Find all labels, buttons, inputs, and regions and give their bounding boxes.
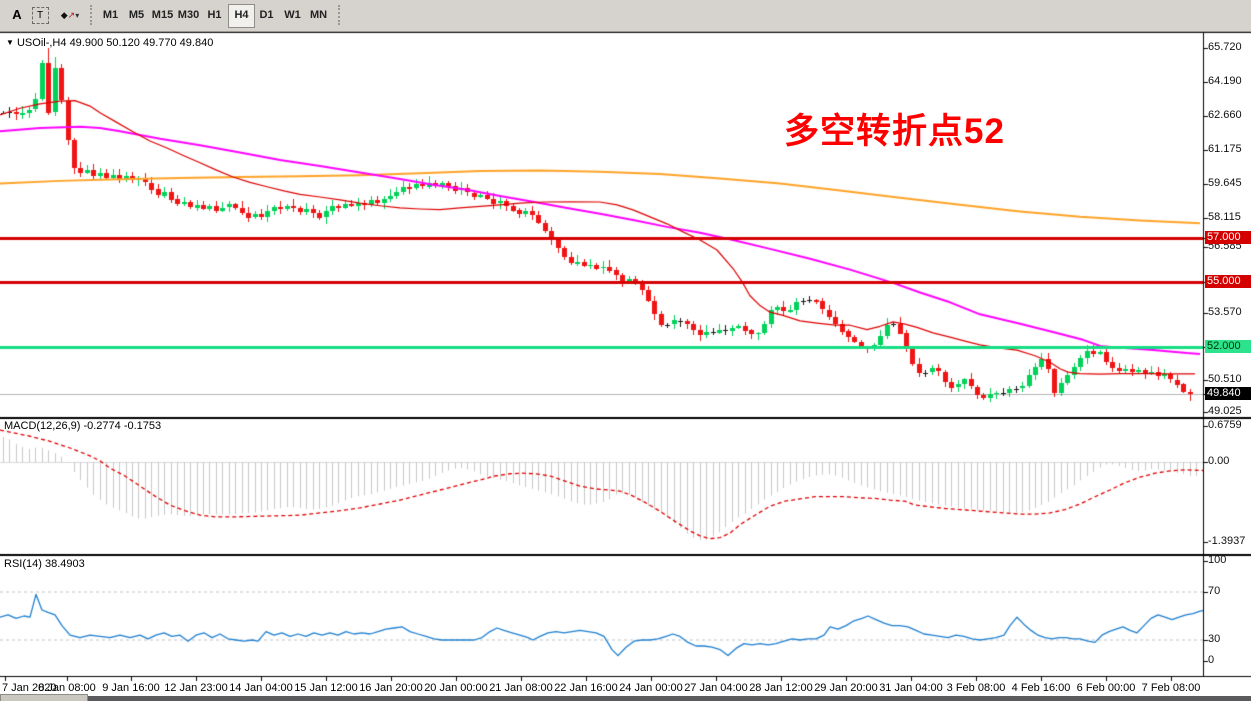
text-box-tool-button[interactable]: T <box>30 4 50 26</box>
time-axis-label: 20 Jan 00:00 <box>424 682 488 694</box>
timeframe-button-m15[interactable]: M15 <box>151 9 174 21</box>
price-axis-label: 50.510 <box>1208 373 1242 385</box>
time-axis-label: 16 Jan 20:00 <box>359 682 423 694</box>
rsi-axis-label: 0 <box>1208 654 1215 666</box>
time-axis-label: 29 Jan 20:00 <box>814 682 878 694</box>
price-axis-label: 62.660 <box>1208 109 1242 121</box>
price-level-badge: 57.000 <box>1205 231 1251 244</box>
time-axis-label: 12 Jan 23:00 <box>164 682 228 694</box>
rsi-axis-label: 30 <box>1208 633 1221 645</box>
time-axis-label: 7 Feb 08:00 <box>1141 682 1201 694</box>
timeframe-button-h1[interactable]: H1 <box>207 9 222 21</box>
macd-axis-label: -1.3937 <box>1208 535 1246 547</box>
price-level-badge: 55.000 <box>1205 275 1251 288</box>
toolbar-grip[interactable] <box>338 5 340 25</box>
price-axis-label: 65.720 <box>1208 41 1242 53</box>
time-axis-label: 14 Jan 04:00 <box>229 682 293 694</box>
timeframe-button-h4[interactable]: H4 <box>228 4 255 28</box>
price-axis-label: 49.025 <box>1208 405 1242 417</box>
price-level-badge: 49.840 <box>1205 387 1251 400</box>
timeframe-button-m1[interactable]: M1 <box>102 9 119 21</box>
arrow-objects-dropdown-button[interactable]: ◆↗▾ <box>55 4 85 26</box>
time-axis-label: 28 Jan 12:00 <box>749 682 813 694</box>
rsi-axis-label: 100 <box>1208 554 1227 566</box>
time-axis-label: 9 Jan 16:00 <box>102 682 160 694</box>
time-axis-label: 7 Jan 2020 <box>2 682 57 694</box>
price-axis-label: 53.570 <box>1208 306 1242 318</box>
chart-annotation: 多空转折点52 <box>784 112 1005 151</box>
time-axis-label: 8 Jan 08:00 <box>38 682 96 694</box>
price-level-badge: 52.000 <box>1205 340 1251 353</box>
time-axis-label: 31 Jan 04:00 <box>879 682 943 694</box>
symbol-period-label: USOil-,H4 <box>16 37 67 49</box>
chart-title: ▼ USOil-,H4 49.900 50.120 49.770 49.840 <box>6 37 213 49</box>
rsi-axis-label: 70 <box>1208 585 1221 597</box>
shapes-icon: ◆ <box>60 10 68 20</box>
time-axis-label: 3 Feb 08:00 <box>946 682 1006 694</box>
time-axis-label: 27 Jan 04:00 <box>684 682 748 694</box>
textbox-icon: T <box>31 7 49 25</box>
chevron-down-icon: ▾ <box>75 11 80 20</box>
time-axis-label: 4 Feb 16:00 <box>1011 682 1071 694</box>
time-axis-label: 22 Jan 16:00 <box>554 682 618 694</box>
time-axis-label: 15 Jan 12:00 <box>294 682 358 694</box>
timeframe-button-m5[interactable]: M5 <box>128 9 145 21</box>
timeframe-button-mn[interactable]: MN <box>309 9 328 21</box>
text-label-tool-button[interactable]: A <box>12 7 22 22</box>
price-axis-label: 61.175 <box>1208 143 1242 155</box>
toolbar: A T ◆↗▾ M1 M5 M15 M30 H1 H4 D1 W1 MN <box>0 0 1251 32</box>
horizontal-scrollbar-thumb[interactable] <box>0 694 88 701</box>
timeframe-button-w1[interactable]: W1 <box>284 9 301 21</box>
price-axis-label: 64.190 <box>1208 75 1242 87</box>
ohlc-values: 49.900 50.120 49.770 49.840 <box>69 37 214 49</box>
rsi-indicator-label: RSI(14) 38.4903 <box>4 558 85 570</box>
horizontal-scrollbar-track[interactable] <box>0 696 1251 701</box>
price-axis-label: 58.115 <box>1208 211 1241 223</box>
toolbar-grip[interactable] <box>90 5 92 25</box>
arrow-object-icon: ↗ <box>67 10 76 20</box>
macd-axis-label: 0.00 <box>1208 455 1230 467</box>
time-axis-label: 21 Jan 08:00 <box>489 682 553 694</box>
chevron-down-icon: ▼ <box>6 38 14 47</box>
time-axis-label: 6 Feb 00:00 <box>1076 682 1136 694</box>
macd-indicator-label: MACD(12,26,9) -0.2774 -0.1753 <box>4 420 162 432</box>
timeframe-button-d1[interactable]: D1 <box>259 9 274 21</box>
macd-axis-label: 0.6759 <box>1208 419 1242 431</box>
price-axis-label: 59.645 <box>1208 177 1242 189</box>
timeframe-button-m30[interactable]: M30 <box>177 9 200 21</box>
time-axis-label: 24 Jan 00:00 <box>619 682 683 694</box>
